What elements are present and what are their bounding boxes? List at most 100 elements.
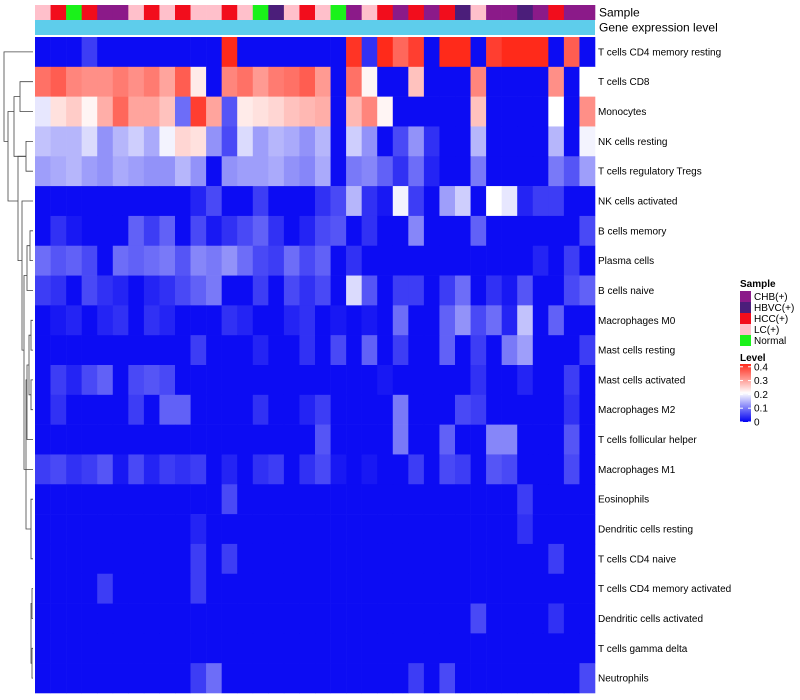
row-label: Macrophages M1 bbox=[598, 465, 676, 476]
sample-annotation-cell bbox=[532, 5, 549, 20]
sample-legend-title: Sample bbox=[740, 279, 776, 290]
heatmap-cell bbox=[283, 573, 300, 604]
heatmap-cell bbox=[330, 96, 347, 127]
sample-annotation-cell bbox=[439, 5, 456, 20]
heatmap-cell bbox=[81, 215, 98, 247]
heatmap-cell bbox=[112, 215, 129, 247]
heatmap-cell bbox=[159, 305, 176, 336]
heatmap-cell bbox=[112, 66, 129, 97]
heatmap-cell bbox=[455, 186, 471, 217]
heatmap-cell bbox=[579, 305, 596, 336]
heatmap-cell bbox=[330, 633, 347, 664]
heatmap-cell bbox=[66, 663, 82, 694]
heatmap-cell bbox=[330, 603, 347, 634]
heatmap-cell bbox=[548, 573, 565, 604]
heatmap-cell bbox=[517, 663, 534, 694]
heatmap-cell bbox=[330, 484, 347, 515]
heatmap-cell bbox=[50, 96, 67, 127]
heatmap-cell bbox=[501, 573, 518, 604]
heatmap-cell bbox=[532, 484, 549, 515]
heatmap-cell bbox=[268, 573, 285, 604]
dendrogram-branch bbox=[3, 51, 33, 142]
heatmap-cell bbox=[81, 603, 98, 634]
heatmap-cell bbox=[252, 66, 269, 97]
heatmap-cell bbox=[548, 633, 565, 664]
heatmap-cell bbox=[377, 245, 394, 276]
heatmap-cell bbox=[330, 275, 347, 306]
heatmap-cell bbox=[112, 156, 129, 187]
heatmap-cell bbox=[97, 454, 114, 485]
heatmap-cell bbox=[330, 514, 347, 545]
heatmap-cell bbox=[408, 245, 425, 276]
heatmap-cell bbox=[159, 603, 176, 634]
heatmap-cell bbox=[315, 66, 331, 97]
heatmap-cell bbox=[159, 454, 176, 485]
heatmap-cell bbox=[221, 215, 238, 247]
sample-annotation-cell bbox=[81, 5, 98, 20]
heatmap-cell bbox=[439, 37, 456, 68]
heatmap-cell bbox=[423, 633, 440, 664]
heatmap-cell bbox=[143, 96, 160, 127]
heatmap-cell bbox=[81, 454, 98, 485]
heatmap-cell bbox=[268, 603, 285, 634]
heatmap-cell bbox=[159, 66, 176, 97]
row-label: NK cells activated bbox=[598, 197, 677, 208]
heatmap-cell bbox=[408, 603, 425, 634]
heatmap-cell bbox=[283, 275, 300, 306]
heatmap-cell bbox=[501, 633, 518, 664]
heatmap-cell bbox=[377, 454, 394, 485]
row-label: B cells naive bbox=[598, 286, 655, 297]
heatmap-cell bbox=[579, 365, 596, 396]
heatmap-cell bbox=[563, 156, 580, 187]
heatmap-cell bbox=[283, 305, 300, 336]
heatmap-cell bbox=[563, 37, 580, 68]
heatmap-cell bbox=[97, 245, 114, 276]
heatmap-cell bbox=[470, 424, 487, 455]
heatmap-cell bbox=[283, 365, 300, 396]
heatmap-cell bbox=[268, 156, 285, 187]
heatmap-cell bbox=[190, 365, 207, 396]
heatmap-cell bbox=[455, 484, 471, 515]
heatmap-cell bbox=[579, 633, 596, 664]
heatmap-cell bbox=[128, 573, 145, 604]
heatmap-cell bbox=[315, 514, 331, 545]
heatmap-cell bbox=[330, 37, 347, 68]
heatmap-cell bbox=[237, 484, 254, 515]
heatmap-cell bbox=[315, 335, 331, 366]
heatmap-cell bbox=[517, 424, 534, 455]
heatmap-cell bbox=[455, 275, 471, 306]
heatmap-cell bbox=[283, 245, 300, 276]
heatmap-cell bbox=[159, 96, 176, 127]
heatmap-cell bbox=[50, 305, 67, 336]
heatmap-cell bbox=[470, 186, 487, 217]
heatmap-cell bbox=[268, 543, 285, 575]
heatmap-cell bbox=[206, 275, 222, 306]
heatmap-cell bbox=[548, 454, 565, 485]
sample-annotation-cell bbox=[128, 5, 145, 20]
heatmap-cell bbox=[299, 394, 316, 425]
heatmap-cell bbox=[377, 335, 394, 366]
sample-annotation-cell bbox=[97, 5, 114, 20]
row-label: T cells CD8 bbox=[598, 77, 650, 88]
heatmap-cell bbox=[299, 305, 316, 336]
heatmap-cell bbox=[470, 37, 487, 68]
heatmap-cell bbox=[455, 454, 471, 485]
heatmap-cell bbox=[128, 603, 145, 634]
heatmap-cell bbox=[221, 305, 238, 336]
heatmap-cell bbox=[299, 96, 316, 127]
heatmap-cell bbox=[143, 365, 160, 396]
heatmap-cell bbox=[439, 245, 456, 276]
heatmap-cell bbox=[439, 394, 456, 425]
heatmap-cell bbox=[423, 96, 440, 127]
heatmap-cell bbox=[455, 245, 471, 276]
heatmap-cell bbox=[532, 305, 549, 336]
level-tick-label: 0 bbox=[754, 418, 760, 429]
heatmap-cell bbox=[486, 543, 502, 575]
heatmap-cell bbox=[563, 514, 580, 545]
sample-annotation-cell bbox=[66, 5, 82, 20]
heatmap-cell bbox=[283, 37, 300, 68]
heatmap-cell bbox=[330, 66, 347, 97]
heatmap-cell bbox=[439, 633, 456, 664]
heatmap-cell bbox=[175, 186, 191, 217]
heatmap-cell bbox=[97, 215, 114, 247]
